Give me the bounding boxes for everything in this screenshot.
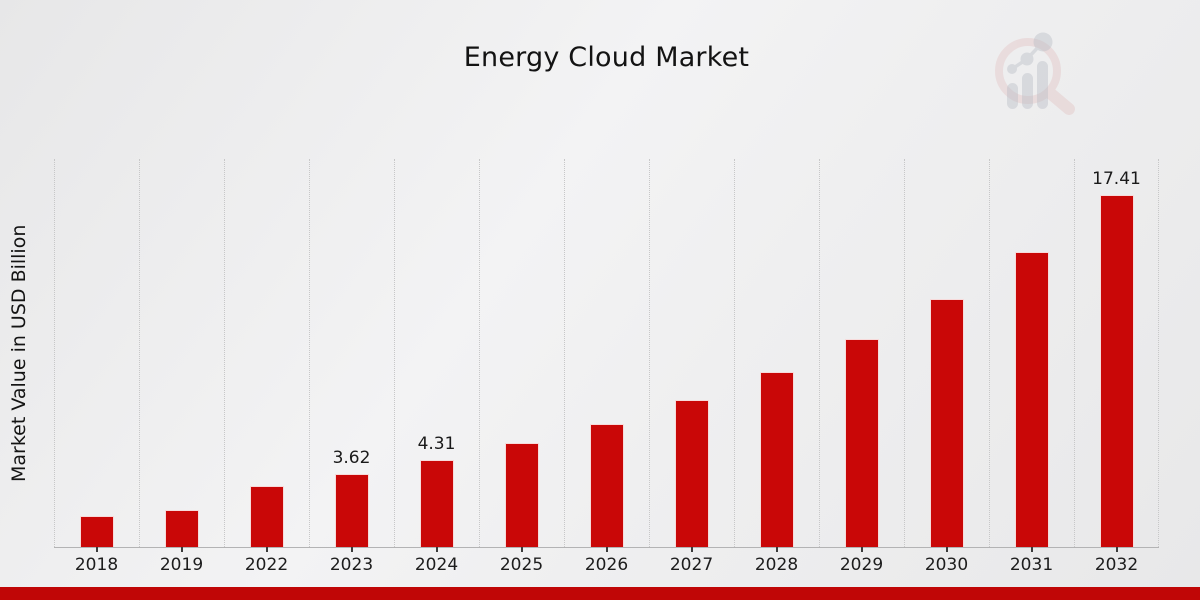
x-axis-tick-label: 2019	[159, 555, 204, 575]
gridline	[819, 159, 820, 547]
x-axis-tick	[95, 547, 98, 552]
category-slot: 17.41 2032	[1074, 159, 1159, 575]
category-slot: 2019	[139, 159, 224, 575]
category-slot: 2027	[649, 159, 734, 575]
gridline	[309, 159, 310, 547]
gridline	[1074, 159, 1075, 547]
gridline	[564, 159, 565, 547]
bar-value-label: 4.31	[417, 434, 456, 454]
x-axis-tick-label: 2018	[74, 555, 119, 575]
bar-2023	[334, 474, 369, 547]
logo-dot-large	[1033, 32, 1053, 52]
gridline	[734, 159, 735, 547]
x-axis-tick	[945, 547, 948, 552]
bar-2024	[419, 460, 454, 547]
gridline	[649, 159, 650, 547]
logo-bar-medium	[1022, 73, 1033, 109]
bar-2028	[759, 372, 794, 547]
gridline	[139, 159, 140, 547]
category-slot: 2029	[819, 159, 904, 575]
gridline	[479, 159, 480, 547]
gridline	[904, 159, 905, 547]
magnifier-handle	[1044, 87, 1075, 115]
category-slot: 2030	[904, 159, 989, 575]
bar-2026	[589, 424, 624, 547]
bar-2019	[164, 510, 199, 547]
x-axis-tick	[1030, 547, 1033, 552]
x-axis-tick-label: 2029	[839, 555, 884, 575]
gridline	[224, 159, 225, 547]
bar-chart-magnifier-watermark-icon	[995, 32, 1075, 115]
bar-2018	[79, 516, 114, 547]
bottom-accent-bar	[0, 587, 1200, 600]
category-slot: 2028	[734, 159, 819, 575]
x-axis-tick	[520, 547, 523, 552]
x-axis-tick-label: 2023	[329, 555, 374, 575]
logo-dot-medium	[1020, 52, 1034, 66]
x-axis-tick	[350, 547, 353, 552]
bar-2022	[249, 486, 284, 547]
bar-2029	[844, 339, 879, 547]
x-axis-tick	[435, 547, 438, 552]
x-axis-tick-label: 2032	[1094, 555, 1139, 575]
bar-2031	[1014, 252, 1049, 547]
x-axis-tick	[265, 547, 268, 552]
x-axis-tick-label: 2031	[1009, 555, 1054, 575]
gridline	[1158, 159, 1159, 547]
bar-value-label: 3.62	[332, 448, 371, 468]
x-axis-tick-label: 2028	[754, 555, 799, 575]
x-axis-tick-label: 2025	[499, 555, 544, 575]
x-axis-tick-label: 2026	[584, 555, 629, 575]
x-axis-tick	[690, 547, 693, 552]
category-slot: 2025	[479, 159, 564, 575]
bar-value-label: 17.41	[1092, 169, 1141, 189]
x-axis-tick	[180, 547, 183, 552]
bar-2030	[929, 299, 964, 547]
category-slot: 2022	[224, 159, 309, 575]
x-axis-tick-label: 2022	[244, 555, 289, 575]
category-slot: 2026	[564, 159, 649, 575]
x-axis-tick	[605, 547, 608, 552]
logo-dot-small	[1007, 64, 1017, 74]
gridline	[394, 159, 395, 547]
x-axis-tick-label: 2030	[924, 555, 969, 575]
x-axis-tick	[775, 547, 778, 552]
gridline	[989, 159, 990, 547]
x-axis-tick	[1115, 547, 1118, 552]
page-title: Energy Cloud Market	[463, 42, 750, 73]
magnifier-ring	[995, 38, 1061, 104]
logo-bar-small	[1007, 83, 1018, 109]
category-slot: 2018	[54, 159, 139, 575]
bar-2032	[1099, 195, 1134, 547]
category-slot: 2031	[989, 159, 1074, 575]
category-slot: 3.62 2023	[309, 159, 394, 575]
gridline	[54, 159, 55, 547]
category-slot: 4.31 2024	[394, 159, 479, 575]
logo-trend-line	[1011, 40, 1045, 71]
y-axis-label: Market Value in USD Billion	[8, 224, 30, 482]
plot-area: 2018 2019 2022 3.62 2023 4.31 2024 2025 2026 2027…	[54, 159, 1159, 575]
x-axis-tick-label: 2027	[669, 555, 714, 575]
x-axis-tick	[860, 547, 863, 552]
logo-bar-tall	[1037, 61, 1048, 109]
bar-2025	[504, 443, 539, 547]
bar-2027	[674, 400, 709, 547]
x-axis-tick-label: 2024	[414, 555, 459, 575]
